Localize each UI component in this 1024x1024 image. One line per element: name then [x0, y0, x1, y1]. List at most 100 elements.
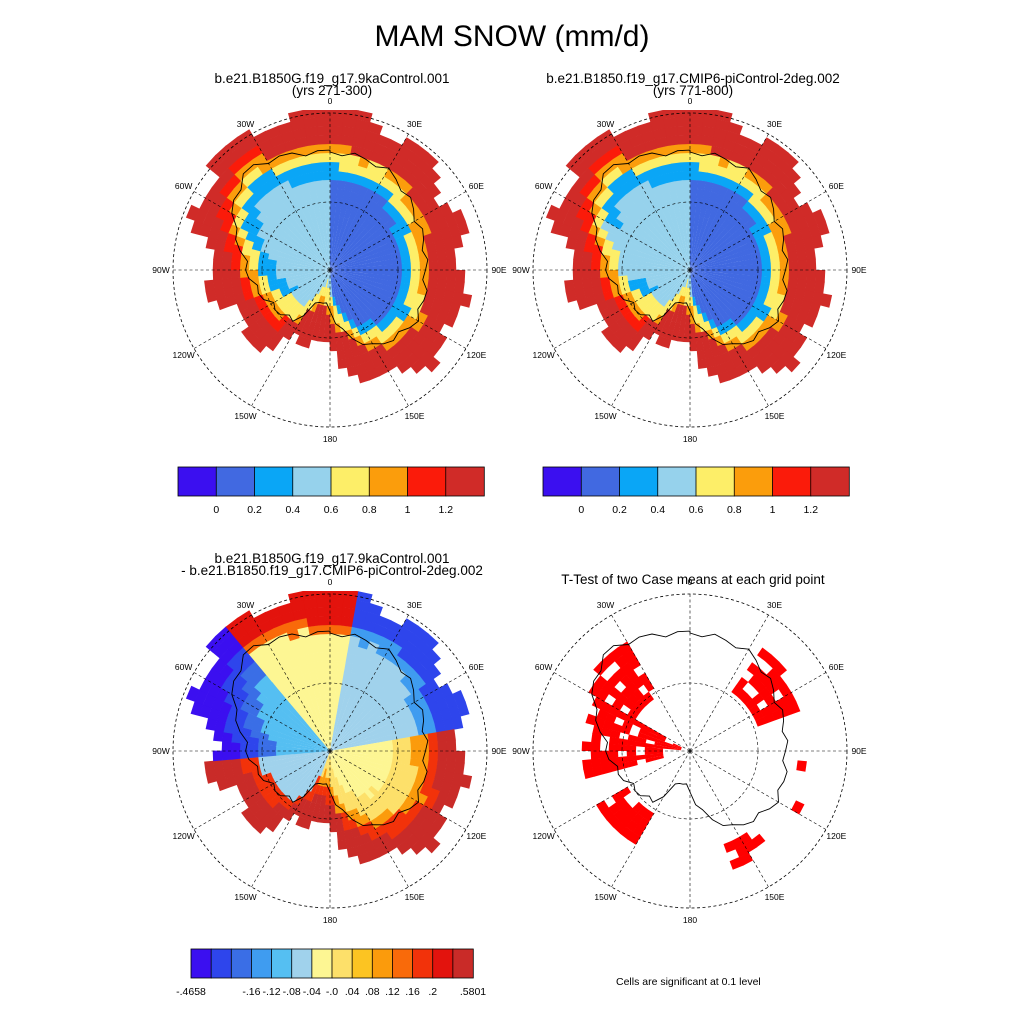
- lon-label-60w: 60W: [534, 661, 553, 672]
- colorbar-box: [351, 948, 373, 979]
- colorbar-box: [251, 948, 273, 979]
- colorbar-tick-label: 0: [213, 504, 220, 516]
- colorbar-tick-label: 0.6: [323, 504, 339, 516]
- colorbar-box: [412, 948, 434, 979]
- lon-label-90e: 90E: [851, 265, 867, 275]
- colorbar-box: [695, 466, 735, 497]
- lon-label-30e: 30E: [406, 118, 423, 129]
- lon-label-150w: 150W: [234, 892, 257, 903]
- colorbar-tick-label: 1: [769, 504, 776, 516]
- colorbar-box: [407, 466, 447, 497]
- lon-label-60w: 60W: [174, 180, 193, 191]
- colorbar-tick-label: 0.8: [361, 504, 377, 516]
- coastline: [231, 630, 429, 827]
- polar-map-panel-3: [172, 591, 488, 909]
- lon-label-90e: 90E: [491, 746, 507, 756]
- colorbar-box: [291, 948, 313, 979]
- colorbar-box: [542, 466, 582, 497]
- coastline: [591, 149, 789, 346]
- lon-label-30e: 30E: [406, 599, 423, 610]
- colorbar-box: [177, 466, 217, 497]
- lon-label-120w: 120W: [172, 349, 195, 360]
- panel-4-title-line1: T-Test of two Case means at each grid po…: [561, 572, 825, 587]
- panel-2-title-line1: b.e21.B1850.f19_g17.CMIP6-piControl-2deg…: [546, 71, 840, 86]
- colorbar-box: [190, 948, 212, 979]
- colorbar-panel-1: [177, 466, 485, 497]
- map-graticule: [172, 112, 488, 428]
- lon-label-180: 180: [682, 434, 698, 444]
- lon-label-150e: 150E: [764, 411, 785, 422]
- colorbar-tick-label: 0.6: [688, 504, 704, 516]
- lon-label-90w: 90W: [152, 746, 170, 756]
- significance-note: Cells are significant at 0.1 level: [616, 976, 761, 988]
- colorbar-tick-label: 1: [404, 504, 411, 516]
- colorbar-diff-tick-label: .12: [385, 986, 400, 998]
- lon-label-90e: 90E: [491, 265, 507, 275]
- lon-label-30w: 30W: [596, 599, 615, 610]
- colorbar-box: [271, 948, 293, 979]
- lon-label-60e: 60E: [468, 180, 484, 191]
- polar-map-panel-4: [532, 593, 848, 909]
- snow-field: [545, 110, 833, 384]
- lon-label-60e: 60E: [468, 661, 484, 672]
- panel-2-title: b.e21.B1850.f19_g17.CMIP6-piControl-2deg…: [499, 71, 887, 98]
- coastline: [591, 630, 789, 827]
- colorbar-diff-tick-label: .08: [364, 986, 380, 998]
- lon-label-0: 0: [687, 96, 693, 106]
- colorbar-tick-label: 0.4: [285, 504, 301, 516]
- colorbar-box: [733, 466, 774, 497]
- colorbar-box: [230, 948, 253, 979]
- lon-label-60w: 60W: [534, 180, 553, 191]
- lon-label-180: 180: [322, 434, 338, 444]
- colorbar-box: [392, 948, 414, 979]
- panel-1-title-line2: (yrs 271-300): [291, 83, 373, 98]
- colorbar-box: [580, 466, 621, 497]
- panel-3-title: b.e21.B1850G.f19_g17.9kaControl.001 - b.…: [138, 551, 526, 578]
- colorbar-tick-label: 0.8: [726, 504, 742, 516]
- lon-label-60e: 60E: [828, 180, 844, 191]
- colorbar-box: [619, 466, 659, 497]
- lon-label-150w: 150W: [594, 411, 617, 422]
- panel-4-title: T-Test of two Case means at each grid po…: [499, 572, 887, 587]
- colorbar-box: [210, 948, 232, 979]
- colorbar-box: [772, 466, 812, 497]
- colorbar-tick-label: 1.2: [803, 504, 819, 516]
- panel-3-title-line2: - b.e21.B1850.f19_g17.CMIP6-piControl-2d…: [181, 563, 483, 578]
- lon-label-90w: 90W: [512, 746, 530, 756]
- colorbar-box: [368, 466, 409, 497]
- lon-label-30w: 30W: [596, 118, 615, 129]
- colorbar-box: [371, 948, 394, 979]
- panel-2-title-line2: (yrs 771-800): [652, 83, 734, 98]
- panel-3-title-line1: b.e21.B1850G.f19_g17.9kaControl.001: [214, 551, 450, 566]
- lon-label-30w: 30W: [236, 118, 255, 129]
- colorbar-box: [254, 466, 294, 497]
- colorbar-tick-label: 1.2: [438, 504, 454, 516]
- colorbar-panel-2: [542, 466, 850, 497]
- lon-label-150w: 150W: [234, 411, 257, 422]
- colorbar-diff-tick-label: .16: [405, 986, 420, 998]
- colorbar-box: [311, 948, 333, 979]
- lon-label-0: 0: [687, 577, 693, 587]
- colorbar-box: [331, 948, 353, 979]
- lon-label-60w: 60W: [174, 661, 193, 672]
- lon-label-120e: 120E: [466, 830, 487, 841]
- colorbar-diff-tick-label: .5801: [459, 986, 487, 998]
- colorbar-diff-tick-label: -.0: [325, 986, 339, 998]
- colorbar-diff-tick-label: -.16: [242, 986, 261, 998]
- lon-label-30e: 30E: [766, 118, 783, 129]
- panel-1-title-line1: b.e21.B1850G.f19_g17.9kaControl.001: [214, 71, 450, 86]
- colorbar-diff-tick-label: -.04: [302, 986, 321, 998]
- colorbar-tick-label: 0.4: [650, 504, 666, 516]
- colorbar-box: [810, 466, 850, 497]
- lon-label-120w: 120W: [532, 349, 555, 360]
- lon-label-30e: 30E: [766, 599, 783, 610]
- lon-label-120e: 120E: [826, 830, 847, 841]
- polar-map-panel-1: [172, 110, 488, 428]
- lon-label-0: 0: [327, 96, 333, 106]
- colorbar-box: [452, 948, 474, 979]
- lon-label-30w: 30W: [236, 599, 255, 610]
- snow-difference-field: [185, 591, 473, 865]
- lon-label-150e: 150E: [404, 892, 425, 903]
- figure-title: MAM SNOW (mm/d): [374, 20, 650, 53]
- polar-map-panel-2: [532, 110, 848, 428]
